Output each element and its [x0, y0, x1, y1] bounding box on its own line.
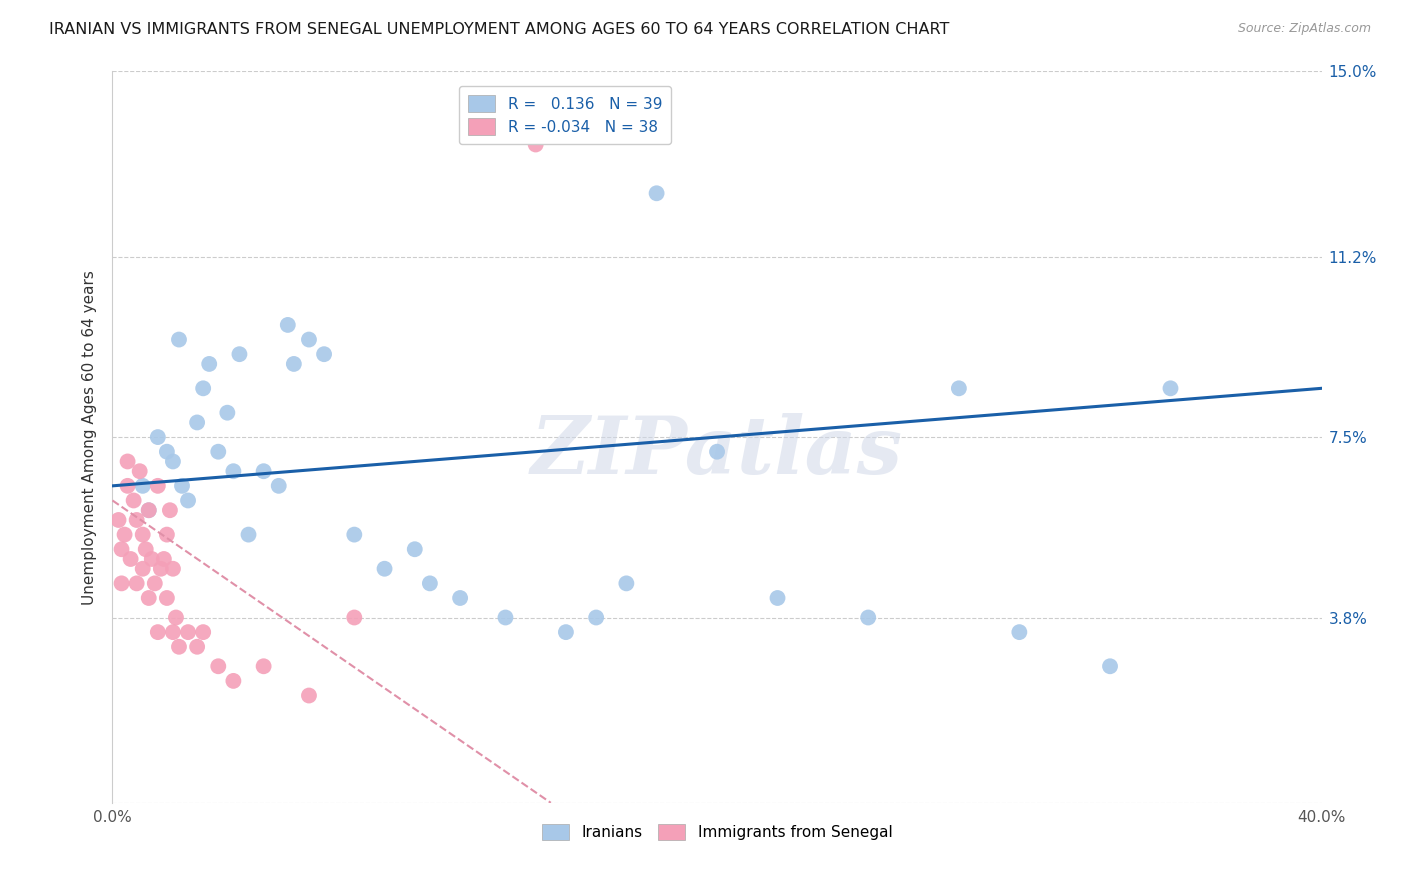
Point	[298, 333, 321, 347]
Point	[146, 479, 169, 493]
Point	[343, 527, 366, 541]
Point	[207, 659, 229, 673]
Point	[156, 527, 179, 541]
Point	[132, 527, 155, 541]
Point	[146, 625, 169, 640]
Point	[114, 527, 136, 541]
Point	[110, 542, 132, 557]
Point	[283, 357, 305, 371]
Point	[170, 479, 193, 493]
Point	[585, 610, 607, 624]
Point	[156, 591, 179, 605]
Text: Source: ZipAtlas.com: Source: ZipAtlas.com	[1237, 22, 1371, 36]
Y-axis label: Unemployment Among Ages 60 to 64 years: Unemployment Among Ages 60 to 64 years	[82, 269, 97, 605]
Point	[524, 137, 547, 152]
Point	[107, 513, 129, 527]
Point	[143, 576, 166, 591]
Point	[125, 576, 148, 591]
Point	[132, 562, 155, 576]
Point	[186, 416, 208, 430]
Point	[156, 444, 179, 458]
Point	[186, 640, 208, 654]
Point	[1008, 625, 1031, 640]
Point	[253, 659, 276, 673]
Text: ZIPatlas: ZIPatlas	[531, 413, 903, 491]
Point	[228, 347, 250, 361]
Legend: Iranians, Immigrants from Senegal: Iranians, Immigrants from Senegal	[536, 817, 898, 847]
Point	[253, 464, 276, 478]
Point	[141, 552, 163, 566]
Point	[138, 503, 160, 517]
Point	[1159, 381, 1181, 395]
Point	[1099, 659, 1122, 673]
Point	[159, 503, 181, 517]
Point	[138, 591, 160, 605]
Point	[238, 527, 260, 541]
Point	[138, 503, 160, 517]
Point	[162, 625, 184, 640]
Point	[858, 610, 880, 624]
Point	[554, 625, 576, 640]
Text: IRANIAN VS IMMIGRANTS FROM SENEGAL UNEMPLOYMENT AMONG AGES 60 TO 64 YEARS CORREL: IRANIAN VS IMMIGRANTS FROM SENEGAL UNEMP…	[49, 22, 949, 37]
Point	[207, 444, 229, 458]
Point	[125, 513, 148, 527]
Point	[167, 640, 190, 654]
Point	[267, 479, 290, 493]
Point	[277, 318, 299, 332]
Point	[153, 552, 176, 566]
Point	[449, 591, 471, 605]
Point	[314, 347, 336, 361]
Point	[117, 454, 139, 468]
Point	[191, 381, 215, 395]
Point	[374, 562, 396, 576]
Point	[165, 610, 187, 624]
Point	[645, 186, 668, 201]
Point	[110, 576, 132, 591]
Point	[162, 454, 184, 468]
Point	[177, 493, 200, 508]
Point	[298, 689, 321, 703]
Point	[419, 576, 441, 591]
Point	[120, 552, 142, 566]
Point	[122, 493, 145, 508]
Point	[177, 625, 200, 640]
Point	[128, 464, 150, 478]
Point	[117, 479, 139, 493]
Point	[766, 591, 789, 605]
Point	[217, 406, 239, 420]
Point	[146, 430, 169, 444]
Point	[948, 381, 970, 395]
Point	[198, 357, 221, 371]
Point	[222, 673, 245, 688]
Point	[222, 464, 245, 478]
Point	[404, 542, 426, 557]
Point	[167, 333, 190, 347]
Point	[162, 562, 184, 576]
Point	[135, 542, 157, 557]
Point	[149, 562, 172, 576]
Point	[191, 625, 215, 640]
Point	[343, 610, 366, 624]
Point	[616, 576, 638, 591]
Point	[495, 610, 517, 624]
Point	[706, 444, 728, 458]
Point	[132, 479, 155, 493]
